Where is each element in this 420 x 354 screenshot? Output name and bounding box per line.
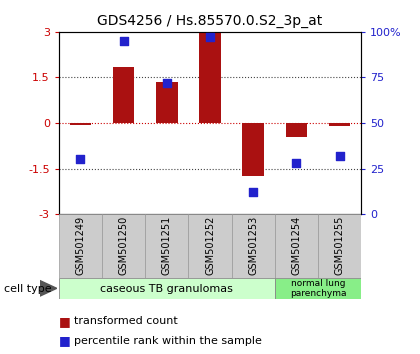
- Text: GSM501251: GSM501251: [162, 216, 172, 275]
- Bar: [242, 123, 264, 176]
- Bar: [156, 82, 178, 123]
- Text: GSM501252: GSM501252: [205, 216, 215, 275]
- Polygon shape: [40, 280, 57, 296]
- Point: [207, 34, 213, 40]
- Text: ■: ■: [59, 315, 71, 328]
- Bar: [275, 214, 318, 278]
- Bar: [275, 278, 361, 299]
- Bar: [70, 123, 91, 125]
- Bar: [145, 214, 189, 278]
- Bar: [102, 214, 145, 278]
- Text: normal lung
parenchyma: normal lung parenchyma: [290, 279, 346, 298]
- Point: [120, 38, 127, 44]
- Text: caseous TB granulomas: caseous TB granulomas: [100, 284, 233, 293]
- Bar: [199, 33, 221, 123]
- Bar: [113, 67, 134, 123]
- Text: percentile rank within the sample: percentile rank within the sample: [74, 336, 261, 346]
- Text: GSM501249: GSM501249: [76, 216, 85, 275]
- Bar: [59, 214, 102, 278]
- Bar: [189, 214, 231, 278]
- Text: GSM501254: GSM501254: [291, 216, 302, 275]
- Bar: [286, 123, 307, 137]
- Point: [293, 160, 300, 166]
- Text: GSM501253: GSM501253: [248, 216, 258, 275]
- Bar: [231, 214, 275, 278]
- Point: [336, 153, 343, 159]
- Point: [77, 156, 84, 162]
- Text: transformed count: transformed count: [74, 316, 177, 326]
- Bar: [329, 123, 350, 126]
- Title: GDS4256 / Hs.85570.0.S2_3p_at: GDS4256 / Hs.85570.0.S2_3p_at: [97, 14, 323, 28]
- Text: GSM501255: GSM501255: [335, 216, 344, 275]
- Bar: [59, 278, 275, 299]
- Text: GSM501250: GSM501250: [118, 216, 129, 275]
- Text: cell type: cell type: [4, 284, 52, 293]
- Point: [250, 189, 257, 195]
- Bar: [318, 214, 361, 278]
- Text: ■: ■: [59, 334, 71, 347]
- Point: [163, 80, 170, 86]
